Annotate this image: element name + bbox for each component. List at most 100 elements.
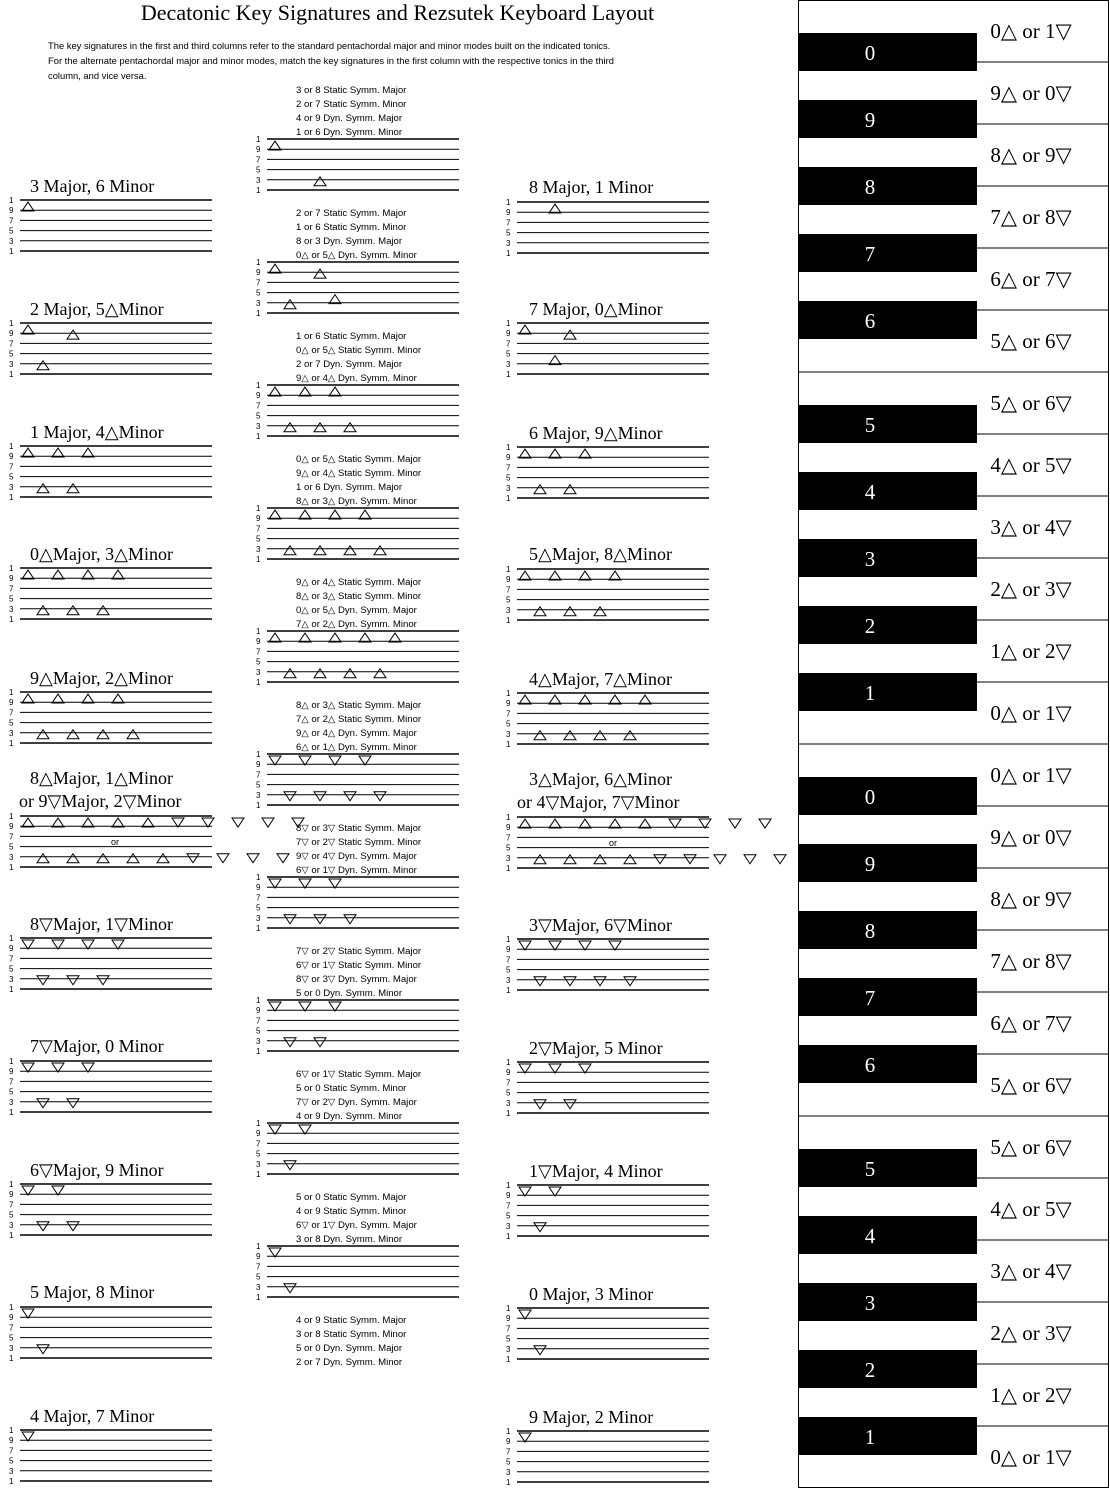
flat-triangle-icon <box>518 1186 532 1197</box>
sharp-triangle-icon <box>518 448 532 459</box>
black-key[interactable] <box>798 606 977 644</box>
staff-line-label: 5 <box>506 1335 511 1344</box>
black-key[interactable] <box>798 33 977 71</box>
staff-line-label: 1 <box>9 1108 14 1117</box>
staff-line-label: 5 <box>506 1089 511 1098</box>
caption-line: 6▽ or 1▽ Static Symm. Minor <box>296 960 422 971</box>
staff-line-label: 9 <box>9 206 14 215</box>
staff-line-label: 5 <box>256 658 261 667</box>
black-key[interactable] <box>798 673 977 711</box>
flat-triangle-icon <box>563 1099 577 1110</box>
staff-line-label: 7 <box>506 339 511 348</box>
staff-line-label: 1 <box>9 863 14 872</box>
black-key[interactable] <box>798 301 977 339</box>
caption-line: 1 or 6 Static Symm. Minor <box>296 222 407 233</box>
sharp-triangle-icon <box>638 694 652 705</box>
black-key[interactable] <box>798 1149 977 1187</box>
sharp-triangle-icon <box>563 483 577 495</box>
black-key[interactable] <box>798 1417 977 1455</box>
caption-line: 9△ or 4△ Static Symm. Major <box>296 577 422 588</box>
caption-line: 6▽ or 1▽ Dyn. Symm. Major <box>296 1220 417 1231</box>
right-label: 5△Major, 8△Minor <box>529 544 672 564</box>
staff-line-label: 7 <box>9 954 14 963</box>
sharp-triangle-icon <box>81 569 95 580</box>
staff-line-label: 5 <box>506 350 511 359</box>
staff-line-label: 9 <box>256 1006 261 1015</box>
staff-line-label: 7 <box>256 1262 261 1271</box>
middle-caption: 9△ or 4△ Static Symm. Major 8△ or 3△ Stat… <box>296 576 421 632</box>
flat-triangle-icon <box>358 755 372 766</box>
black-key-label: 1 <box>865 681 876 705</box>
staff-line-label: 1 <box>506 740 511 749</box>
staff-line-label: 1 <box>506 1304 511 1313</box>
staff-line-label: 7 <box>9 1323 14 1332</box>
black-key[interactable] <box>798 472 977 510</box>
sharp-triangle-icon <box>533 483 547 495</box>
flat-triangle-icon <box>623 976 637 987</box>
sharp-triangle-icon <box>578 694 592 705</box>
staff-line-label: 1 <box>506 689 511 698</box>
black-key[interactable] <box>798 167 977 205</box>
staff-line-label: 9 <box>506 1314 511 1323</box>
flat-triangle-icon <box>201 817 215 828</box>
black-key-label: 6 <box>865 1053 876 1077</box>
black-key[interactable] <box>798 844 977 882</box>
staff-line-label: 5 <box>9 595 14 604</box>
page-title: Decatonic Key Signatures and Rezsutek Ke… <box>140 0 655 25</box>
staff-line-label: 9 <box>256 145 261 154</box>
black-key[interactable] <box>798 1045 977 1083</box>
staff-line-label: 7 <box>506 218 511 227</box>
staff-line-label: 7 <box>9 1200 14 1209</box>
caption-line: 1 or 6 Dyn. Symm. Major <box>296 482 403 493</box>
black-key[interactable] <box>798 1216 977 1254</box>
staff-line-label: 1 <box>9 812 14 821</box>
sharp-triangle-icon <box>593 729 607 741</box>
white-key-label: 0△ or 1▽ <box>990 19 1072 43</box>
white-key-label: 5△ or 6▽ <box>990 1135 1072 1159</box>
black-key[interactable] <box>798 539 977 577</box>
sharp-triangle-icon <box>36 728 50 740</box>
black-key[interactable] <box>798 978 977 1016</box>
black-key[interactable] <box>798 234 977 272</box>
flat-triangle-icon <box>21 1431 35 1442</box>
staff-line-label: 9 <box>256 1252 261 1261</box>
left-label: 7▽Major, 0 Minor <box>30 1036 164 1056</box>
flat-triangle-icon <box>36 1098 50 1109</box>
sharp-triangle-icon <box>96 604 110 616</box>
black-key[interactable] <box>798 1350 977 1388</box>
staff-line-label: 7 <box>506 955 511 964</box>
staff-line-label: 9 <box>9 944 14 953</box>
caption-line: 8▽ or 3▽ Dyn. Symm. Major <box>296 974 417 985</box>
staff-line-label: 9 <box>9 329 14 338</box>
staff-line-label: 3 <box>9 975 14 984</box>
left-label: 8△Major, 1△Minor <box>30 768 173 788</box>
caption-line: 3 or 8 Static Symm. Minor <box>296 1329 407 1340</box>
black-key[interactable] <box>798 100 977 138</box>
black-key[interactable] <box>798 1283 977 1321</box>
black-key-label: 0 <box>865 41 876 65</box>
black-key[interactable] <box>798 911 977 949</box>
flat-triangle-icon <box>21 1308 35 1319</box>
flat-triangle-icon <box>261 817 275 828</box>
caption-line: 2 or 7 Dyn. Symm. Major <box>296 359 403 370</box>
sharp-triangle-icon <box>126 852 140 864</box>
staff-line-label: 1 <box>9 564 14 573</box>
sharp-triangle-icon <box>313 421 327 433</box>
flat-triangle-icon <box>81 1062 95 1073</box>
staff-line-label: 1 <box>256 504 261 513</box>
staff-line-label: 7 <box>506 833 511 842</box>
intro-line: The key signatures in the first and thir… <box>48 40 611 51</box>
black-key[interactable] <box>798 405 977 443</box>
black-key[interactable] <box>798 777 977 815</box>
caption-line: 4 or 9 Dyn. Symm. Minor <box>296 1111 403 1122</box>
flat-triangle-icon <box>268 878 282 889</box>
sharp-triangle-icon <box>66 482 80 494</box>
staff-line-label: 1 <box>506 1109 511 1118</box>
caption-line: 2 or 7 Dyn. Symm. Minor <box>296 1357 403 1368</box>
sharp-triangle-icon <box>156 852 170 864</box>
sharp-triangle-icon <box>548 694 562 705</box>
